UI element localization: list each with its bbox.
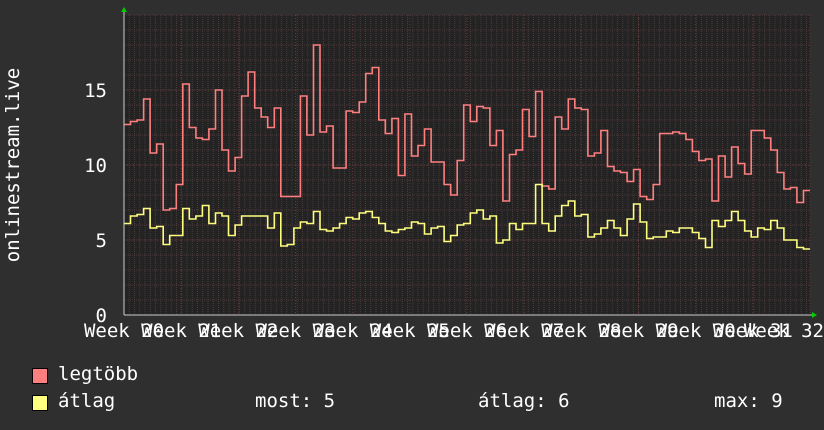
stat-atlag-label: átlag: — [478, 390, 547, 412]
legend-swatch-legtobb — [32, 368, 48, 384]
stat-atlag-value: 6 — [558, 390, 570, 412]
x-tick-label: Week 22 — [198, 320, 278, 342]
x-axis-arrow — [812, 312, 817, 318]
legend-label-atlag: átlag — [58, 390, 116, 412]
y-axis-title: onlinestream.live — [2, 68, 24, 262]
series-line-legtobb — [124, 44, 810, 211]
y-tick-label: 0 — [96, 305, 107, 327]
stat-max-label: max: — [714, 390, 760, 412]
x-tick-label: Week 21 — [141, 320, 221, 342]
x-tick-label: Week 28 — [541, 320, 621, 342]
x-tick-label: Week 26 — [427, 320, 507, 342]
x-tick-label: Week 30 — [656, 320, 736, 342]
stat-most-value: 5 — [323, 390, 336, 412]
x-tick-label: Week 31 — [713, 320, 793, 342]
y-tick-label: 5 — [96, 230, 107, 252]
x-tick-label: Week 32 — [744, 320, 824, 342]
stat-most: most: 5 — [255, 391, 335, 411]
x-tick-label: Week 24 — [313, 320, 393, 342]
stat-max: max: 9 — [714, 391, 783, 411]
y-tick-label: 15 — [84, 80, 107, 102]
stat-max-value: 9 — [771, 390, 783, 412]
series-line-atlag — [124, 183, 810, 250]
x-tick-label: Week 23 — [255, 320, 335, 342]
legend-label-legtobb: legtöbb — [58, 363, 139, 385]
x-tick-label: Week 27 — [484, 320, 564, 342]
x-tick-label: Week 25 — [370, 320, 450, 342]
y-axis-arrow — [121, 7, 127, 12]
y-tick-label: 10 — [84, 155, 107, 177]
legend-swatch-atlag — [32, 395, 48, 411]
stat-atlag: átlag: 6 — [478, 391, 570, 411]
x-tick-label: Week 20 — [84, 320, 164, 342]
stat-most-label: most: — [255, 390, 313, 412]
x-tick-label: Week 29 — [598, 320, 678, 342]
